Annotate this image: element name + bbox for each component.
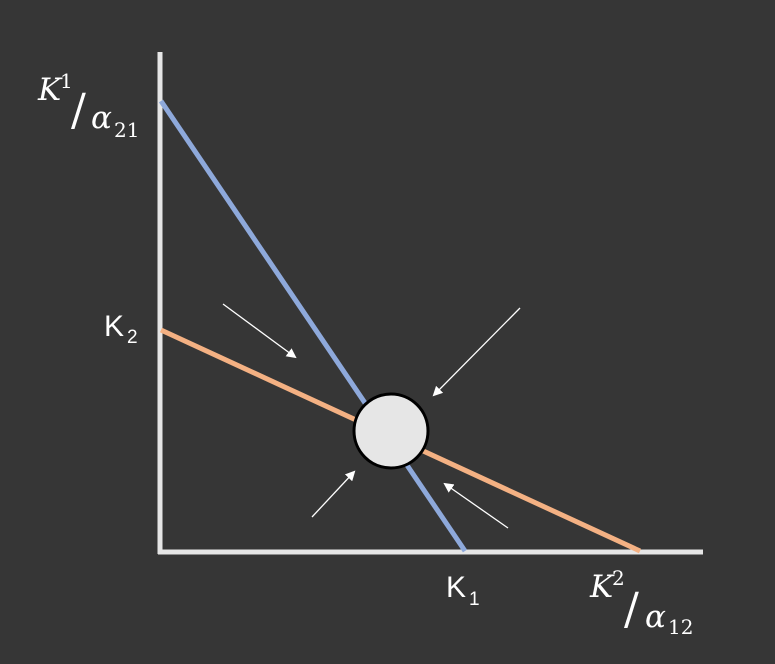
label-k1-over-alpha21-slash: /: [71, 85, 86, 136]
species1-isocline: [158, 99, 468, 553]
label-k1-x: K 1: [446, 571, 480, 610]
arrow-lower-right: [443, 482, 509, 529]
label-k1-over-alpha21: K 1 / α 21: [37, 69, 139, 142]
label-k2-over-alpha12-sub2: 12: [668, 615, 693, 639]
label-k2-y-main: K: [104, 310, 124, 343]
label-k1-over-alpha21-sub2: 21: [114, 118, 139, 142]
label-k1-over-alpha21-main: K: [37, 72, 63, 108]
label-k1-x-sub: 1: [469, 589, 480, 610]
label-k2-over-alpha12-sub1: 2: [612, 566, 625, 590]
equilibrium-point: [352, 392, 430, 470]
label-k2-over-alpha12-main: K: [589, 569, 615, 605]
arrow-lower-left: [311, 470, 356, 518]
label-k2-over-alpha12-alpha: α: [645, 599, 666, 635]
arrow-upper-right: [432, 307, 521, 397]
label-k2-over-alpha12: K 2 / α 12: [589, 566, 693, 639]
label-k2-over-alpha12-slash: /: [624, 584, 639, 635]
label-k1-over-alpha21-alpha: α: [91, 100, 112, 136]
arrow-upper-left: [222, 303, 297, 359]
label-k2-y-sub: 2: [127, 327, 138, 348]
label-k1-x-main: K: [446, 571, 466, 604]
label-k2-y: K 2: [104, 310, 138, 348]
label-k1-over-alpha21-sub1: 1: [60, 69, 73, 93]
